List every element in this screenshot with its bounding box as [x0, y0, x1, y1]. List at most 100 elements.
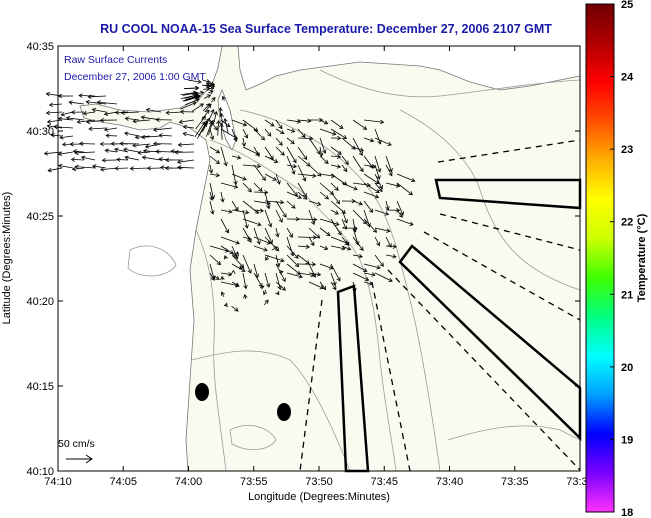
current-vector [319, 128, 337, 136]
current-vector [297, 173, 317, 178]
current-vector [330, 245, 346, 251]
current-vector [396, 182, 413, 196]
x-tick-label: 73:40 [436, 476, 464, 488]
current-vector [297, 262, 317, 267]
current-vector [174, 150, 195, 155]
current-vector [286, 137, 295, 145]
lane-boundary [299, 299, 323, 472]
current-vector [91, 107, 107, 113]
current-vector [177, 142, 195, 147]
current-vector [146, 166, 162, 171]
current-vector [216, 120, 221, 136]
current-vector [330, 209, 339, 215]
current-vector [297, 146, 308, 161]
current-vector [297, 244, 310, 250]
current-vector [242, 200, 260, 214]
current-vector [48, 102, 63, 108]
current-vector [297, 254, 310, 265]
current-vector [286, 272, 303, 279]
current-vector [58, 163, 74, 169]
current-vector [275, 209, 283, 223]
current-vector [271, 246, 278, 251]
y-tick-label: 40:30 [26, 126, 54, 138]
current-vector [286, 245, 299, 259]
contour-line [195, 229, 227, 472]
current-vector [374, 155, 382, 173]
current-vector [286, 227, 293, 238]
current-vector [374, 272, 393, 282]
current-vector [319, 227, 331, 236]
colorbar [585, 3, 615, 513]
current-vector [242, 163, 262, 169]
current-vector [242, 182, 252, 193]
current-vector [275, 227, 280, 238]
current-vector [264, 209, 273, 228]
current-vector [330, 218, 342, 236]
current-vector [253, 227, 261, 245]
current-vector [259, 285, 265, 290]
current-vector [78, 141, 96, 146]
current-vector [140, 134, 162, 140]
current-vector [114, 166, 129, 171]
current-vector [47, 167, 63, 173]
current-vector [231, 281, 240, 287]
current-vector [330, 119, 344, 129]
current-vector [352, 281, 357, 293]
current-vector [242, 236, 252, 241]
current-vector [129, 166, 151, 171]
current-vector [341, 182, 358, 191]
current-vector [286, 146, 297, 164]
current-vector [341, 225, 358, 231]
current-vector [57, 116, 74, 122]
current-vector [50, 133, 63, 138]
current-vector [319, 281, 327, 291]
current-vector [223, 117, 229, 133]
current-vector [46, 119, 63, 124]
current-vector [263, 299, 269, 306]
current-vector [57, 151, 74, 157]
current-vector [59, 135, 74, 140]
current-vector [308, 272, 322, 277]
current-vector [208, 109, 215, 120]
current-vector [68, 100, 85, 105]
current-vector [60, 111, 74, 117]
y-tick-label: 40:25 [26, 211, 54, 223]
current-vector [330, 272, 337, 287]
current-vector [363, 263, 381, 270]
current-vector [82, 110, 96, 116]
current-vector [69, 141, 85, 147]
current-vector [341, 245, 352, 251]
current-vector [182, 131, 195, 137]
current-vector [385, 254, 397, 259]
current-vector [209, 191, 214, 201]
current-vector [144, 143, 162, 149]
current-vector [132, 118, 151, 124]
current-vector [253, 245, 268, 252]
current-vector [105, 133, 118, 138]
x-tick-label: 74:05 [109, 476, 137, 488]
current-vector [209, 146, 221, 154]
y-tick-label: 40:15 [26, 381, 54, 393]
current-vector [330, 281, 337, 291]
current-vector [264, 146, 274, 160]
current-vector [239, 265, 244, 270]
current-vector [363, 200, 374, 213]
current-vector [363, 218, 378, 233]
current-vector [308, 236, 315, 247]
current-vector [242, 218, 262, 227]
current-vector [330, 135, 342, 141]
current-vector [182, 91, 199, 96]
scale-label: 50 cm/s [58, 438, 95, 450]
current-vector [396, 200, 404, 216]
current-vector [352, 272, 370, 282]
current-vector [209, 128, 215, 141]
current-vector [57, 93, 74, 99]
colorbar-tick-label: 24 [621, 72, 634, 84]
current-vector [78, 93, 96, 98]
legend-line-1: Raw Surface Currents [64, 54, 167, 66]
current-vector [213, 275, 220, 280]
current-vector [220, 291, 225, 297]
current-vector [275, 173, 281, 185]
current-vector [253, 182, 263, 192]
current-vector [209, 272, 215, 281]
